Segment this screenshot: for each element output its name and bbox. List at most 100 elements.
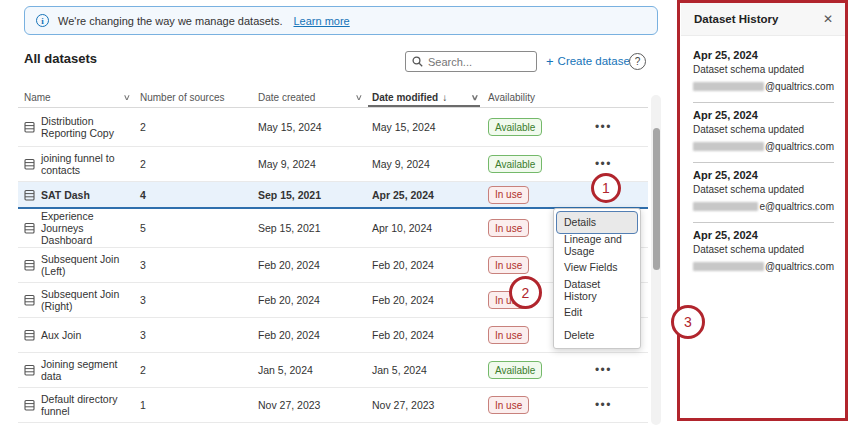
row-actions-ellipsis-icon[interactable]: ••• bbox=[595, 157, 612, 171]
search-icon bbox=[412, 56, 423, 67]
dataset-icon bbox=[24, 399, 35, 411]
panel-header: Dataset History ✕ bbox=[681, 3, 846, 36]
redacted-email-block bbox=[693, 142, 764, 151]
close-icon[interactable]: ✕ bbox=[823, 12, 833, 26]
context-menu-item[interactable]: Lineage and Usage bbox=[556, 234, 638, 257]
history-entry-action: Dataset schema updated bbox=[693, 244, 834, 255]
history-entry-email: e@qualtrics.com bbox=[693, 201, 834, 212]
learn-more-link[interactable]: Learn more bbox=[293, 15, 349, 27]
context-menu-item[interactable]: Edit bbox=[556, 301, 638, 324]
table-scrollbar[interactable] bbox=[651, 95, 661, 425]
chevron-down-icon[interactable]: ∨ bbox=[123, 93, 131, 102]
scrollbar-thumb[interactable] bbox=[653, 128, 660, 270]
availability-badge: In use bbox=[488, 396, 529, 414]
dataset-date-modified: May 15, 2024 bbox=[372, 121, 488, 133]
table-header-row: Name ∨ Number of sources Date created ∨ … bbox=[18, 88, 648, 108]
dataset-date-created: Feb 20, 2024 bbox=[258, 259, 372, 271]
dataset-date-created: Jan 5, 2024 bbox=[258, 364, 372, 376]
dataset-date-modified: Feb 20, 2024 bbox=[372, 259, 488, 271]
row-actions-ellipsis-icon[interactable]: ••• bbox=[595, 188, 612, 202]
column-header-sources[interactable]: Number of sources bbox=[140, 92, 258, 103]
dataset-sources: 4 bbox=[140, 189, 258, 201]
dataset-name: Aux Join bbox=[41, 329, 81, 341]
table-row[interactable]: Distribution Reporting Copy 2 May 15, 20… bbox=[18, 108, 648, 147]
availability-badge: In use bbox=[488, 186, 529, 204]
redacted-email-block bbox=[693, 202, 758, 211]
info-icon: i bbox=[36, 14, 49, 27]
history-entry-email: @qualtrics.com bbox=[693, 261, 834, 272]
email-suffix: @qualtrics.com bbox=[765, 141, 834, 152]
chevron-down-icon[interactable]: ∨ bbox=[355, 93, 363, 102]
table-row[interactable]: joining funnel to contacts 2 May 9, 2024… bbox=[18, 147, 648, 182]
dataset-name: Subsequent Join (Left) bbox=[41, 253, 132, 277]
search-input[interactable]: Search... bbox=[405, 51, 537, 72]
create-dataset-button[interactable]: + Create dataset bbox=[546, 55, 633, 67]
history-entry-action: Dataset schema updated bbox=[693, 64, 834, 75]
dataset-sources: 3 bbox=[140, 294, 258, 306]
context-menu-item[interactable]: Dataset History bbox=[556, 279, 638, 302]
help-button[interactable]: ? bbox=[629, 53, 646, 70]
dataset-sources: 3 bbox=[140, 329, 258, 341]
availability-badge: In use bbox=[488, 219, 529, 237]
history-entry: Apr 25, 2024 Dataset schema updated e@qu… bbox=[693, 163, 834, 223]
history-entry-date: Apr 25, 2024 bbox=[693, 229, 834, 241]
info-banner: i We're changing the way we manage datas… bbox=[24, 6, 658, 35]
column-header-modified[interactable]: Date modified ↓ ∨ bbox=[372, 92, 488, 103]
page-title: All datasets bbox=[24, 51, 97, 66]
history-entries: Apr 25, 2024 Dataset schema updated @qua… bbox=[681, 36, 846, 282]
dataset-name: Default directory funnel bbox=[41, 393, 132, 417]
column-header-availability[interactable]: Availability bbox=[488, 92, 585, 103]
dataset-date-modified: Nov 27, 2023 bbox=[372, 399, 488, 411]
dataset-icon bbox=[24, 158, 35, 170]
dataset-icon bbox=[24, 329, 35, 341]
column-header-created[interactable]: Date created ∨ bbox=[258, 92, 372, 103]
dataset-date-created: Sep 15, 2021 bbox=[258, 189, 372, 201]
dataset-name: SAT Dash bbox=[41, 189, 90, 201]
dataset-sources: 2 bbox=[140, 121, 258, 133]
context-menu-item[interactable]: View Fields bbox=[556, 256, 638, 279]
history-entry: Apr 25, 2024 Dataset schema updated @qua… bbox=[693, 103, 834, 163]
dataset-date-created: May 15, 2024 bbox=[258, 121, 372, 133]
dataset-date-created: May 9, 2024 bbox=[258, 158, 372, 170]
context-menu-item[interactable]: Delete bbox=[556, 324, 638, 347]
dataset-date-modified: Apr 25, 2024 bbox=[372, 189, 488, 201]
dataset-sources: 3 bbox=[140, 259, 258, 271]
dataset-icon bbox=[24, 364, 35, 376]
dataset-sources: 2 bbox=[140, 158, 258, 170]
history-entry-date: Apr 25, 2024 bbox=[693, 49, 834, 61]
table-row[interactable]: SAT Dash 4 Sep 15, 2021 Apr 25, 2024 In … bbox=[18, 182, 648, 209]
history-entry-date: Apr 25, 2024 bbox=[693, 169, 834, 181]
redacted-email-block bbox=[693, 82, 764, 91]
availability-badge: Available bbox=[488, 361, 542, 379]
dataset-icon bbox=[24, 189, 35, 201]
email-suffix: e@qualtrics.com bbox=[759, 201, 834, 212]
context-menu-item[interactable]: Details bbox=[556, 211, 638, 234]
row-actions-ellipsis-icon[interactable]: ••• bbox=[595, 120, 612, 134]
history-entry-action: Dataset schema updated bbox=[693, 184, 834, 195]
dataset-date-created: Nov 27, 2023 bbox=[258, 399, 372, 411]
availability-badge: Available bbox=[488, 118, 542, 136]
dataset-name: Joining segment data bbox=[41, 358, 132, 382]
availability-badge: In use bbox=[488, 291, 529, 309]
dataset-icon bbox=[24, 294, 35, 306]
dataset-date-created: Feb 20, 2024 bbox=[258, 294, 372, 306]
chevron-down-icon[interactable]: ∨ bbox=[471, 93, 479, 102]
panel-title: Dataset History bbox=[694, 13, 778, 25]
history-entry-date: Apr 25, 2024 bbox=[693, 109, 834, 121]
history-entry-action: Dataset schema updated bbox=[693, 124, 834, 135]
dataset-icon bbox=[24, 121, 35, 133]
email-suffix: @qualtrics.com bbox=[765, 81, 834, 92]
dataset-date-modified: Apr 10, 2024 bbox=[372, 222, 488, 234]
row-actions-ellipsis-icon[interactable]: ••• bbox=[595, 398, 612, 412]
redacted-email-block bbox=[693, 262, 764, 271]
history-entry-email: @qualtrics.com bbox=[693, 141, 834, 152]
row-context-menu: Details Lineage and Usage View Fields Da… bbox=[553, 208, 641, 349]
row-actions-ellipsis-icon[interactable]: ••• bbox=[595, 363, 612, 377]
dataset-sources: 5 bbox=[140, 222, 258, 234]
table-row[interactable]: Default directory funnel 1 Nov 27, 2023 … bbox=[18, 388, 648, 423]
dataset-date-modified: Feb 20, 2024 bbox=[372, 294, 488, 306]
table-row[interactable]: Joining segment data 2 Jan 5, 2024 Jan 5… bbox=[18, 353, 648, 388]
column-header-name[interactable]: Name ∨ bbox=[18, 92, 140, 103]
history-entry-email: @qualtrics.com bbox=[693, 81, 834, 92]
dataset-sources: 2 bbox=[140, 364, 258, 376]
